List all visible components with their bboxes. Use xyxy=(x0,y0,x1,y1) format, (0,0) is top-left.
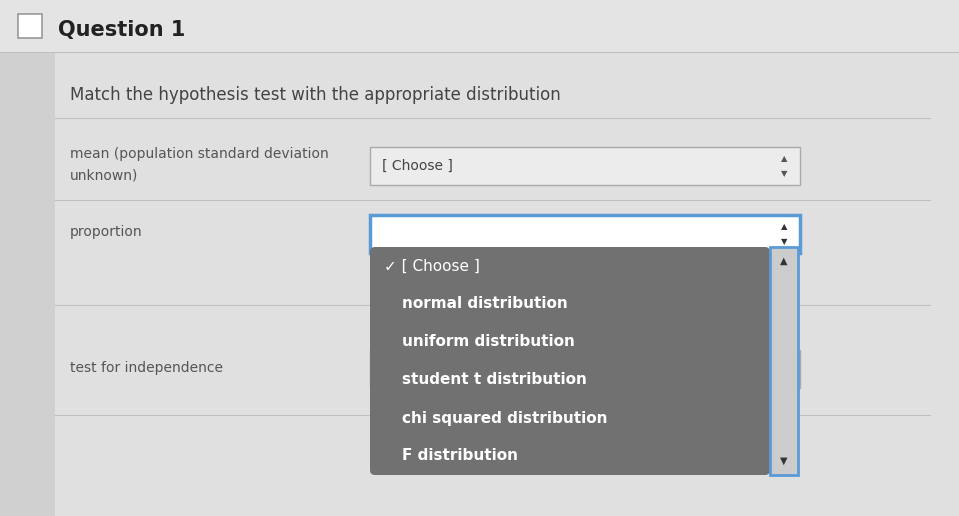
Text: [ Choose ]: [ Choose ] xyxy=(382,159,453,173)
Text: ▼: ▼ xyxy=(781,237,787,247)
Bar xyxy=(370,215,800,253)
Text: uniform distribution: uniform distribution xyxy=(402,334,574,349)
Bar xyxy=(0,52,959,516)
Text: normal distribution: normal distribution xyxy=(402,297,568,312)
Text: ▼: ▼ xyxy=(782,373,788,381)
Text: ▲: ▲ xyxy=(781,222,787,232)
Bar xyxy=(770,350,800,388)
Bar xyxy=(0,0,959,52)
Bar xyxy=(18,14,42,38)
Text: test for independence: test for independence xyxy=(70,361,223,375)
Text: ▲: ▲ xyxy=(782,358,788,366)
Text: ✓ [ Choose ]: ✓ [ Choose ] xyxy=(384,259,480,273)
Text: Question 1: Question 1 xyxy=(58,20,185,40)
Text: ▲: ▲ xyxy=(781,154,787,164)
Text: ▲: ▲ xyxy=(781,256,787,266)
Bar xyxy=(770,247,798,475)
Text: F distribution: F distribution xyxy=(402,448,518,463)
Bar xyxy=(370,350,800,388)
Text: student t distribution: student t distribution xyxy=(402,373,587,388)
Bar xyxy=(0,52,55,516)
Text: proportion: proportion xyxy=(70,225,143,239)
Text: mean (population standard deviation
unknown): mean (population standard deviation unkn… xyxy=(70,147,329,183)
Text: ▼: ▼ xyxy=(781,169,787,179)
FancyBboxPatch shape xyxy=(370,247,770,475)
Text: ▼: ▼ xyxy=(781,456,787,466)
Bar xyxy=(370,147,800,185)
Text: Match the hypothesis test with the appropriate distribution: Match the hypothesis test with the appro… xyxy=(70,86,561,104)
Text: chi squared distribution: chi squared distribution xyxy=(402,411,607,426)
